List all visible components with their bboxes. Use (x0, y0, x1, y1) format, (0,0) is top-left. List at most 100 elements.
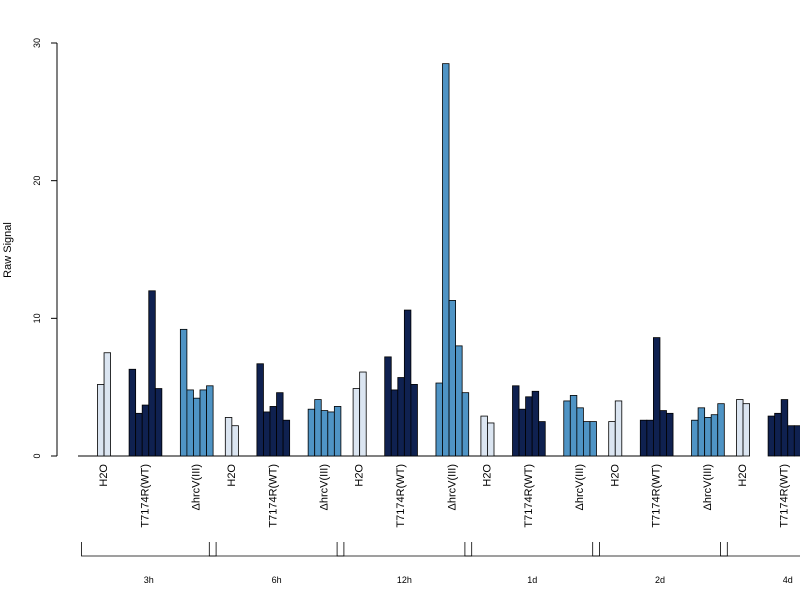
treatment-label: H2O (98, 464, 110, 487)
bar (141, 404, 150, 457)
bar (224, 417, 233, 457)
treatment-label: ΔhrcV(III) (319, 464, 331, 510)
bar (774, 412, 782, 457)
bar (276, 392, 284, 457)
bar (487, 422, 495, 457)
bar (710, 414, 719, 457)
bar (154, 388, 163, 457)
bar (179, 328, 188, 457)
bar (128, 368, 137, 457)
bar (186, 389, 194, 457)
bar (148, 290, 156, 457)
timepoint-bracket (81, 542, 217, 557)
timepoint-bracket (464, 542, 600, 557)
bar (518, 408, 526, 457)
bar (646, 419, 654, 457)
bar (563, 400, 571, 457)
bar (410, 384, 418, 457)
bar (397, 377, 405, 457)
bar (480, 415, 488, 457)
bar (589, 421, 597, 457)
bar (314, 399, 322, 457)
timepoint-bracket (336, 542, 473, 557)
bar (793, 425, 800, 457)
bar (666, 412, 674, 457)
y-tick-label: 10 (32, 313, 42, 323)
bar (352, 388, 361, 457)
timepoint-label: 2d (655, 575, 665, 585)
bar (742, 403, 750, 457)
treatment-label: T7174R(WT) (778, 464, 790, 528)
bar (448, 300, 456, 457)
bar (103, 352, 112, 457)
treatment-label: T7174R(WT) (395, 464, 407, 528)
treatment-label: H2O (609, 464, 621, 487)
bar (359, 371, 367, 457)
bar (697, 407, 706, 457)
y-tick-label: 30 (32, 38, 42, 48)
bar (269, 406, 277, 457)
treatment-label: ΔhrcV(III) (446, 464, 458, 510)
treatment-label: H2O (226, 464, 238, 487)
treatment-label: T7174R(WT) (651, 464, 663, 528)
bar (512, 385, 520, 457)
bar (538, 421, 546, 457)
treatment-label: ΔhrcV(III) (574, 464, 586, 510)
bar (717, 403, 725, 457)
timepoint-label: 6h (272, 575, 282, 585)
timepoint-label: 4d (783, 575, 793, 585)
timepoint-label: 12h (397, 575, 412, 585)
y-tick-label: 20 (32, 176, 42, 186)
bar (583, 421, 591, 457)
bar (435, 382, 443, 457)
bar (780, 399, 789, 457)
treatment-label: H2O (354, 464, 366, 487)
y-tick-label: 0 (32, 453, 42, 458)
bar (97, 384, 105, 457)
bar (231, 425, 239, 457)
bar (461, 392, 470, 457)
bar (327, 411, 335, 457)
bar (639, 419, 648, 457)
treatment-label: H2O (481, 464, 493, 487)
bar (307, 408, 316, 457)
bar-series (97, 63, 800, 457)
bar (206, 385, 214, 457)
bar (614, 400, 623, 457)
bar (333, 406, 342, 457)
bar (403, 309, 412, 457)
bar (787, 425, 795, 457)
bar (256, 363, 264, 457)
bar (736, 399, 744, 457)
bar (390, 389, 399, 457)
bar (767, 415, 776, 457)
timepoint-label: 1d (527, 575, 537, 585)
bar (704, 417, 712, 457)
bar (576, 407, 584, 457)
bar (569, 395, 578, 457)
bar (384, 356, 392, 457)
y-axis-label: Raw Signal (2, 222, 14, 278)
bar (320, 410, 329, 457)
treatment-label: T7174R(WT) (267, 464, 279, 528)
bar (135, 412, 143, 457)
bar (659, 410, 667, 457)
bar (455, 345, 463, 457)
bar (282, 419, 291, 457)
timepoint-brackets: 3h6h12h1d2d4d6d (81, 542, 800, 585)
timepoint-bracket (208, 542, 345, 557)
timepoint-bracket (720, 542, 800, 557)
treatment-label: T7174R(WT) (523, 464, 535, 528)
bar (531, 390, 540, 457)
bar (442, 63, 450, 457)
bar (263, 411, 271, 457)
bar (608, 421, 616, 457)
bar (691, 419, 699, 457)
bar (199, 389, 207, 457)
timepoint-label: 3h (144, 575, 154, 585)
treatment-label: ΔhrcV(III) (191, 464, 203, 510)
y-axis: 0 10 20 30 (32, 38, 58, 459)
treatment-label: ΔhrcV(III) (702, 464, 714, 510)
bar (193, 397, 201, 457)
